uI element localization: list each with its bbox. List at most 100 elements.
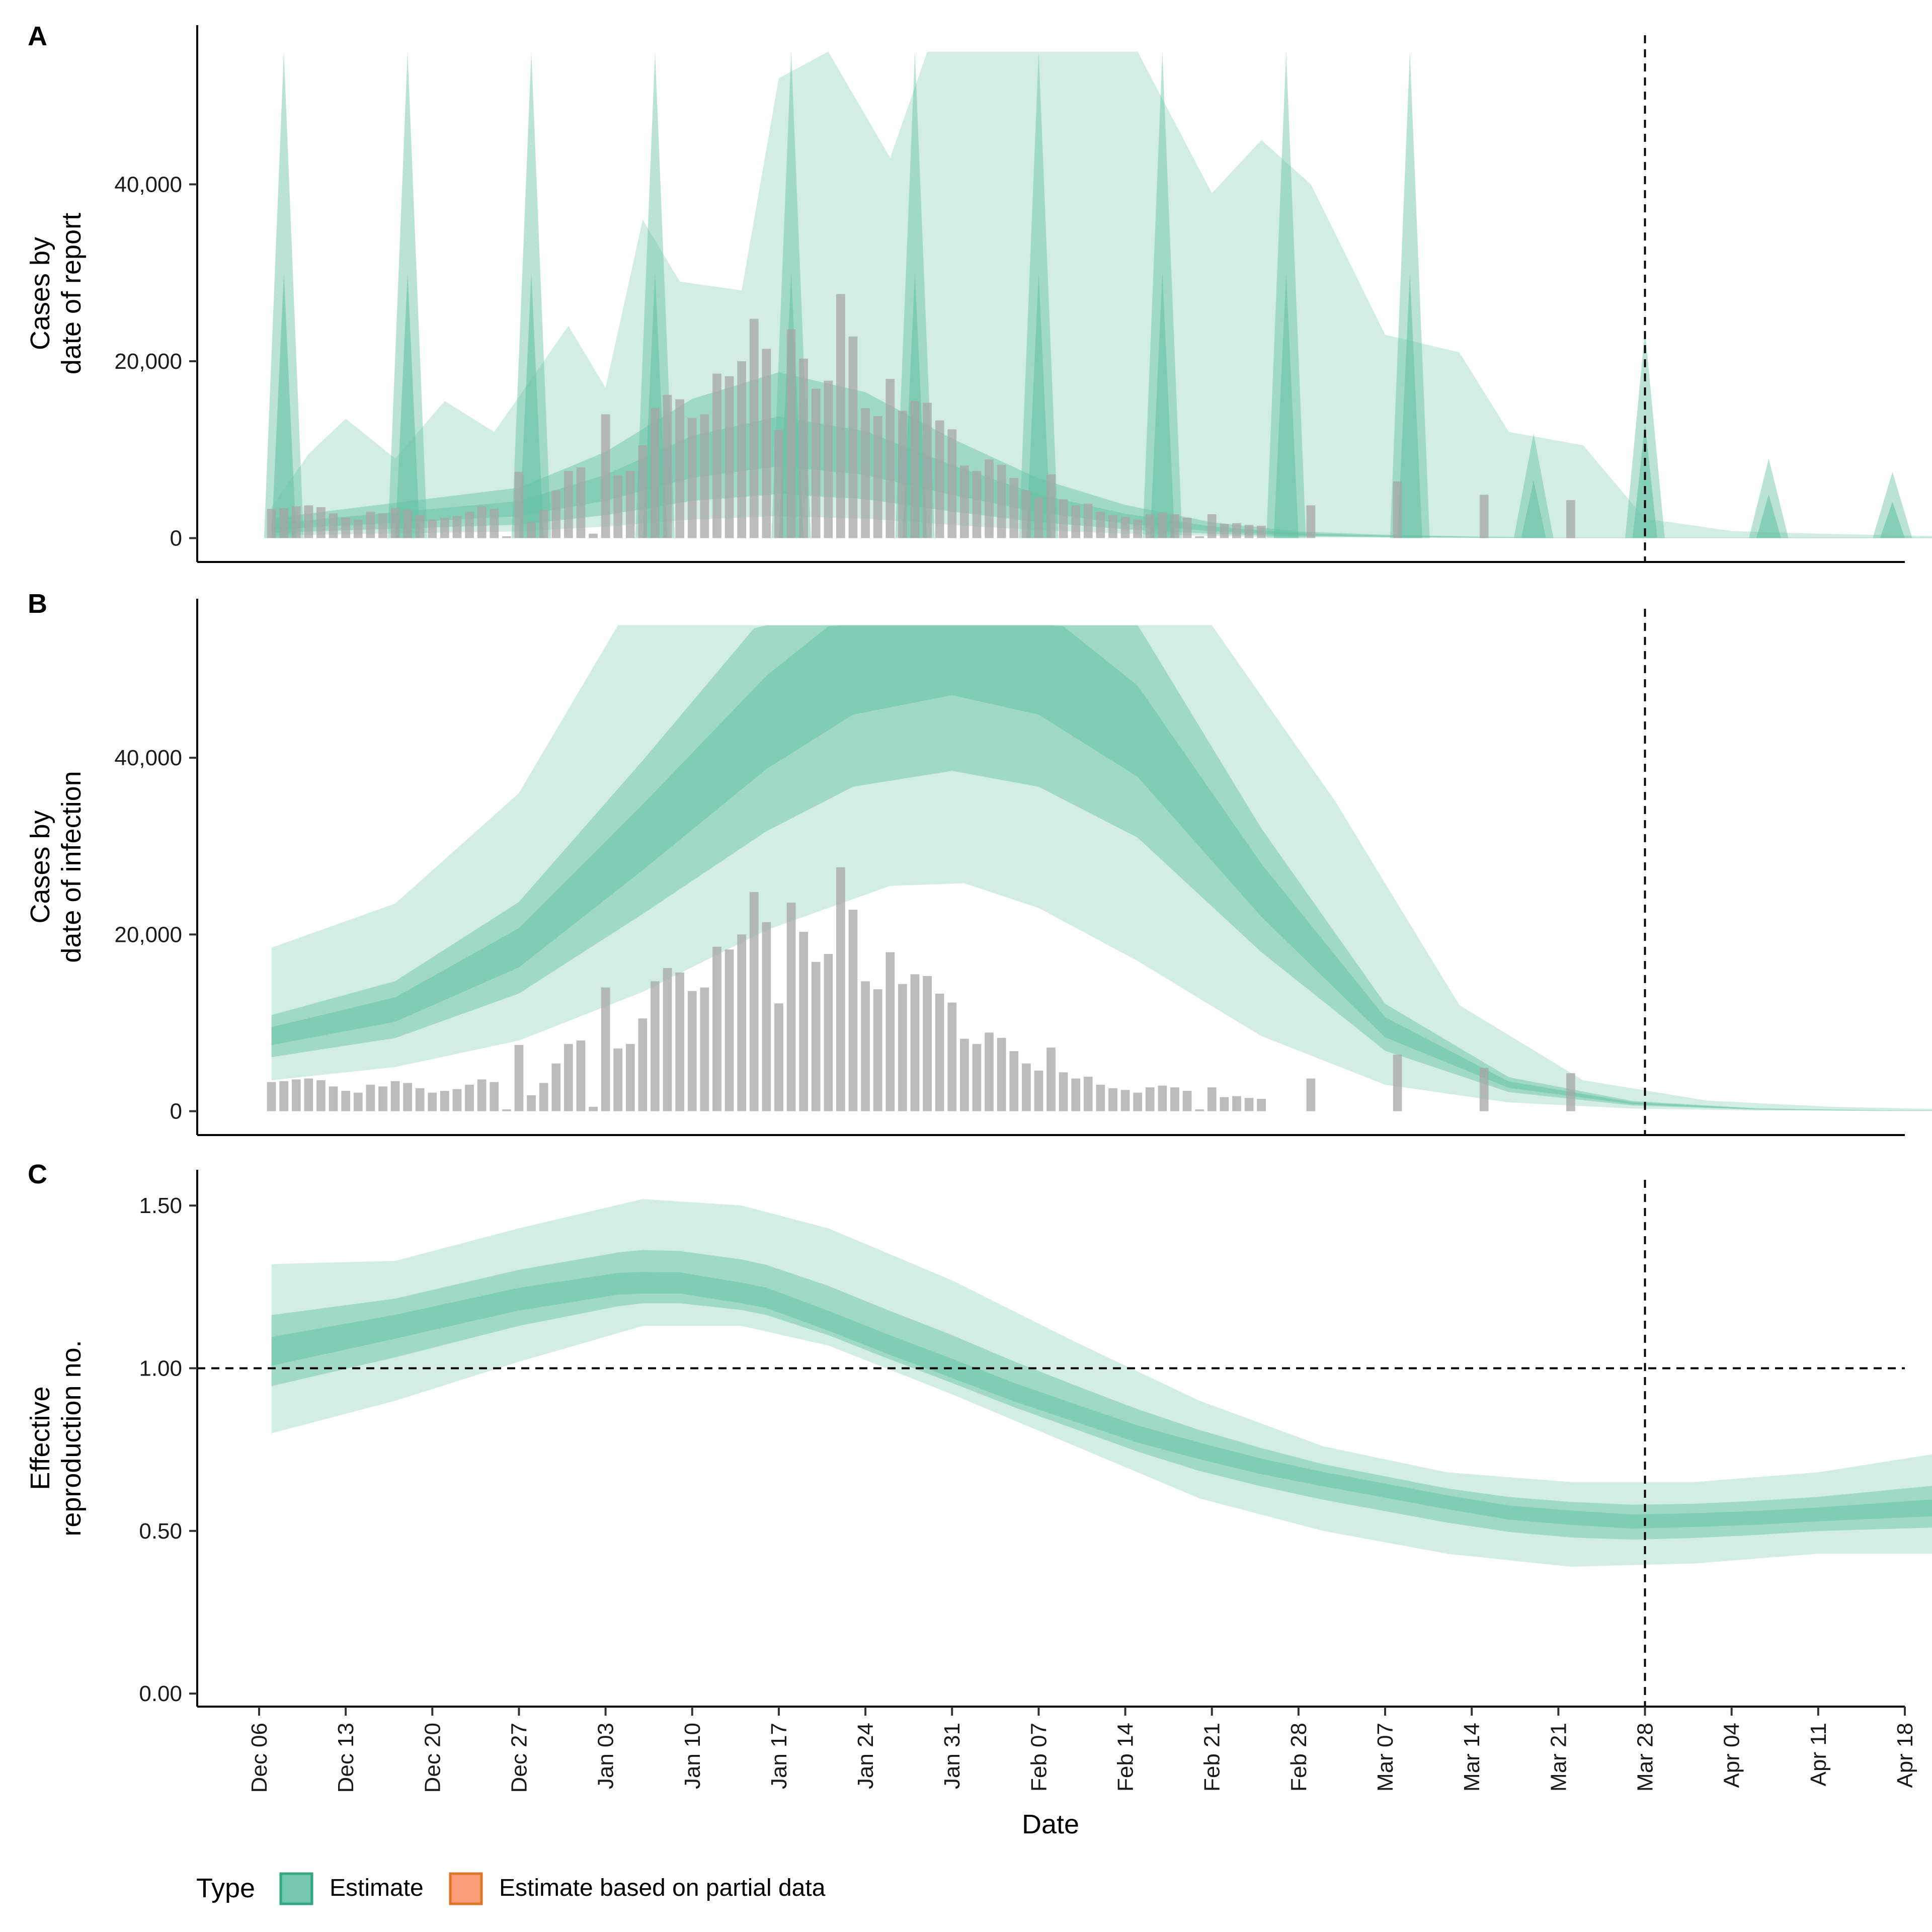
observed-bar-29 [625,1044,635,1111]
panel-letter-b: B [28,589,47,619]
observed-bar-80 [1257,1099,1266,1111]
observed-bar-9 [378,513,387,538]
report-spike-inner-9 [1397,273,1422,538]
observed-bar-55 [947,1002,957,1111]
y-tick-label-c-0: 0.00 [139,1681,182,1706]
y-axis-title-line-0: Cases by [25,237,55,350]
observed-bar-60 [1009,1051,1019,1111]
legend-label-estimate: Estimate [330,1875,424,1901]
x-tick-label-4: Jan 03 [594,1723,618,1789]
panel-c-reproduction-number: 0.00 0.50 1.00 1.50 Effectivereproduction no… [25,1159,1932,1708]
observed-bar-31 [651,408,660,538]
observed-bar-50 [886,379,895,538]
observed-bar-6 [341,1091,350,1111]
observed-bar-12 [415,515,425,538]
observed-bar-7 [353,519,363,538]
observed-bar-44 [811,388,821,538]
observed-bar-48 [861,981,870,1111]
observed-bar-69 [1120,517,1130,538]
observed-bar-78 [1232,523,1241,538]
x-tick-label-3: Dec 27 [507,1723,531,1793]
observed-bar-71 [1145,514,1155,538]
observed-bar-15 [452,516,462,538]
observed-bar-late-0 [1306,1078,1316,1111]
observed-bar-47 [848,336,858,538]
observed-bar-30 [638,1018,648,1111]
plot-area-c [197,1199,1932,1567]
observed-bar-33 [675,972,684,1111]
y-axis-title-line-1: date of infection [56,771,87,962]
observed-bar-68 [1108,1088,1117,1111]
y-axis-title-line-0: Effective [25,1386,55,1490]
observed-bar-17 [477,1079,487,1111]
x-tick-label-1: Dec 13 [334,1723,358,1793]
observed-bar-41 [774,430,783,538]
observed-bar-52 [910,401,920,538]
observed-bar-6 [341,518,350,538]
x-tick-label-17: Apr 04 [1720,1723,1744,1788]
observed-bar-35 [700,987,709,1111]
observed-bar-1 [279,1081,288,1111]
observed-bar-40 [762,922,771,1111]
observed-bar-75 [1195,1109,1204,1111]
observed-bar-24 [564,1044,573,1111]
y-tick-label-a-2: 40,000 [114,172,182,197]
x-tick-label-14: Mar 14 [1460,1723,1484,1792]
observed-bar-late-0 [1306,505,1316,538]
observed-bar-73 [1170,514,1179,538]
observed-bar-67 [1096,1084,1105,1111]
band-50-estimate [271,372,1932,538]
observed-bar-5 [329,1086,338,1111]
report-spike-inner-1 [395,273,420,538]
observed-bar-36 [712,946,721,1111]
observed-bar-56 [960,1038,969,1111]
observed-bar-68 [1108,515,1117,538]
y-axis-title-line-1: reproduction no. [56,1340,87,1536]
observed-bar-late-1 [1393,1055,1402,1111]
observed-bar-58 [985,1032,994,1111]
observed-bar-47 [848,910,858,1111]
observed-bar-3 [304,505,313,538]
observed-bar-63 [1046,474,1056,538]
observed-bar-32 [663,968,672,1111]
panel-b-cases-by-infection: 0 20,000 40,000 Cases bydate of infection B [25,589,1932,1136]
observed-bar-8 [366,511,375,538]
observed-bar-35 [700,414,709,538]
observed-bar-12 [415,1088,425,1111]
observed-bar-21 [527,522,536,538]
x-tick-label-0: Dec 06 [247,1723,272,1793]
report-spike-inner-6 [1026,273,1051,538]
observed-bar-37 [725,376,734,538]
observed-bar-78 [1232,1096,1241,1111]
observed-bar-15 [452,1089,462,1111]
observed-bar-39 [749,318,759,538]
observed-bar-45 [824,380,833,538]
x-tick-label-10: Feb 14 [1113,1723,1138,1792]
observed-bar-late-2 [1479,495,1489,538]
observed-bar-4 [316,1080,326,1111]
report-spike-inner-12 [1756,494,1782,538]
observed-bar-29 [625,470,635,538]
y-tick-label-b-2: 40,000 [114,746,182,770]
observed-bar-14 [440,518,449,538]
observed-bar-54 [935,420,944,538]
observed-bar-34 [687,991,697,1111]
y-axis-title-c: Effectivereproduction no. [25,1340,87,1536]
observed-bar-25 [576,1040,586,1111]
observed-bar-49 [873,989,882,1111]
observed-bar-24 [564,470,573,538]
observed-bar-50 [886,952,895,1111]
observed-bar-13 [428,519,437,538]
panel-a-cases-by-report: 0 20,000 40,000 Cases bydate of report A [25,21,1932,563]
x-tick-label-6: Jan 17 [767,1723,791,1789]
y-tick-label-a-0: 0 [170,526,182,551]
observed-bar-39 [749,892,759,1111]
observed-bar-69 [1120,1090,1130,1111]
observed-bar-60 [1009,478,1019,538]
observed-bar-55 [947,429,957,538]
report-spike-inner-7 [1150,273,1175,538]
observed-bar-65 [1071,1078,1080,1111]
observed-bar-7 [353,1092,363,1111]
observed-bar-76 [1207,1087,1217,1111]
